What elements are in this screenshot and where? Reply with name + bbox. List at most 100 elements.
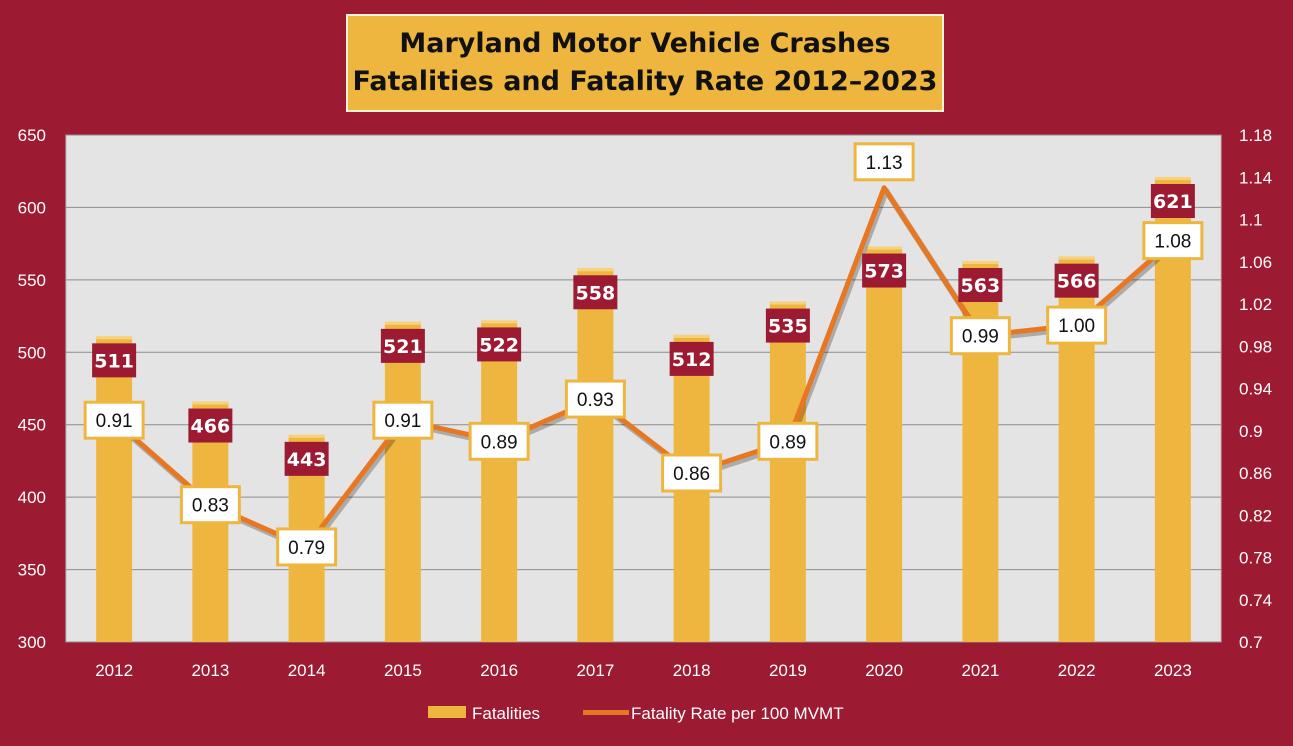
rate-value-label: 0.89 — [481, 432, 518, 453]
rate-value-label-box — [564, 379, 626, 419]
chart-title-box: Maryland Motor Vehicle Crashes Fatalitie… — [346, 14, 944, 112]
gridlines — [66, 134, 1221, 643]
rate-value-label: 0.91 — [384, 411, 421, 432]
right-axis-tick-label: 0.74 — [1239, 591, 1272, 610]
right-axis-tick-label: 1.14 — [1239, 168, 1272, 187]
left-axis-tick-label: 300 — [18, 633, 46, 652]
rate-value-label: 1.08 — [1154, 232, 1191, 253]
bar-value-label-bg — [573, 275, 618, 310]
bar-value-label-bg — [92, 343, 137, 378]
rate-value-label-box — [1142, 221, 1204, 261]
left-axis-tick-label: 550 — [18, 271, 46, 290]
bar-value-label-bg — [380, 328, 425, 363]
legend-label-rate: Fatality Rate per 100 MVMT — [631, 704, 844, 723]
rate-value-label-box — [276, 527, 338, 567]
rate-value-label: 0.86 — [673, 464, 710, 485]
rate-value-label-box — [179, 485, 241, 525]
right-axis-tick-label: 1.1 — [1239, 211, 1263, 230]
rate-value-label: 0.99 — [962, 327, 999, 348]
right-axis: 0.7 0.74 0.78 0.82 0.86 0.9 0.94 0.98 1.02 1.06 1.… — [1239, 126, 1272, 652]
x-axis-tick-label: 2013 — [191, 661, 229, 680]
bar-value-label: 535 — [768, 316, 808, 338]
x-axis-tick-label: 2023 — [1154, 661, 1192, 680]
bar-cap — [1058, 256, 1095, 260]
rate-value-label-box — [1046, 305, 1108, 345]
right-axis-tick-label: 1.06 — [1239, 253, 1272, 272]
rate-value-label-box — [83, 400, 145, 440]
right-axis-tick-label: 1.18 — [1239, 126, 1272, 145]
bar-value-label-bg — [1150, 184, 1195, 219]
rate-value-label-box — [853, 142, 915, 182]
bar-cap — [192, 401, 229, 405]
legend-label-fatalities: Fatalities — [472, 704, 540, 723]
bar — [481, 320, 518, 642]
x-axis-tick-label: 2019 — [769, 661, 807, 680]
bar-cap — [384, 321, 421, 325]
bar-value-label: 521 — [383, 336, 423, 358]
bar-value-label: 512 — [672, 349, 712, 371]
bar-value-label-bg — [669, 341, 714, 376]
rate-value-label-box — [757, 421, 819, 461]
bar-value-label-bg — [1054, 263, 1099, 298]
bar-value-label: 558 — [576, 282, 616, 304]
bar-cap — [1154, 177, 1191, 181]
bar-cap — [96, 336, 133, 340]
x-axis-tick-label: 2012 — [95, 661, 133, 680]
bar-cap — [962, 261, 999, 265]
legend: Fatalities Fatality Rate per 100 MVMT — [428, 704, 844, 723]
chart-title-line-1: Maryland Motor Vehicle Crashes — [399, 28, 891, 59]
bar-value-label: 511 — [94, 350, 134, 372]
left-axis-tick-label: 500 — [18, 343, 46, 362]
rate-value-label-box — [661, 453, 723, 493]
bar-cap — [866, 246, 903, 250]
bar-value-label: 621 — [1153, 191, 1193, 213]
rate-value-label: 1.00 — [1058, 316, 1095, 337]
right-axis-tick-label: 1.02 — [1239, 295, 1272, 314]
bar — [96, 336, 133, 642]
bar-cap — [288, 434, 325, 438]
x-axis-tick-label: 2015 — [384, 661, 422, 680]
left-axis-tick-label: 450 — [18, 416, 46, 435]
bar-cap — [769, 301, 806, 305]
bar — [769, 301, 806, 642]
rate-value-label: 0.93 — [577, 390, 614, 411]
bar — [577, 268, 614, 642]
right-axis-tick-label: 0.82 — [1239, 506, 1272, 525]
bar-value-label-bg — [477, 327, 522, 362]
left-axis-tick-label: 400 — [18, 488, 46, 507]
x-axis-tick-label: 2022 — [1058, 661, 1096, 680]
right-axis-tick-label: 0.9 — [1239, 422, 1263, 441]
x-axis-tick-label: 2018 — [673, 661, 711, 680]
rate-value-label: 0.79 — [288, 538, 325, 559]
rate-value-label: 0.83 — [192, 496, 229, 517]
bar-value-label-bg — [188, 408, 233, 443]
right-axis-tick-label: 0.86 — [1239, 464, 1272, 483]
bar-value-label: 573 — [864, 261, 904, 283]
bar-value-label-bg — [284, 441, 329, 476]
chart-title-line-2: Fatalities and Fatality Rate 2012–2023 — [352, 66, 938, 97]
x-axis-tick-label: 2021 — [961, 661, 999, 680]
right-axis-tick-label: 0.98 — [1239, 337, 1272, 356]
bar — [384, 321, 421, 642]
bar-value-label-bg — [765, 308, 810, 343]
bar-value-label: 522 — [479, 334, 519, 356]
rate-value-label-box — [372, 400, 434, 440]
bar-value-label-bg — [958, 268, 1003, 303]
bar-value-label: 466 — [191, 416, 231, 438]
bar-value-label: 563 — [961, 275, 1001, 297]
left-axis-tick-label: 600 — [18, 198, 46, 217]
left-axis-tick-label: 650 — [18, 126, 46, 145]
legend-swatch-fatalities — [428, 706, 466, 718]
right-axis-tick-label: 0.78 — [1239, 549, 1272, 568]
x-axis-tick-label: 2016 — [480, 661, 518, 680]
x-axis: 2012 2013 2014 2015 2016 2017 2018 2019 2020 2021… — [95, 661, 1192, 680]
x-axis-tick-label: 2020 — [865, 661, 903, 680]
left-axis-tick-label: 350 — [18, 561, 46, 580]
right-axis-tick-label: 0.7 — [1239, 633, 1263, 652]
bar-value-label: 443 — [287, 449, 327, 471]
rate-value-label-box — [468, 421, 530, 461]
bar-cap — [481, 320, 518, 324]
bar-value-label-bg — [862, 253, 907, 288]
